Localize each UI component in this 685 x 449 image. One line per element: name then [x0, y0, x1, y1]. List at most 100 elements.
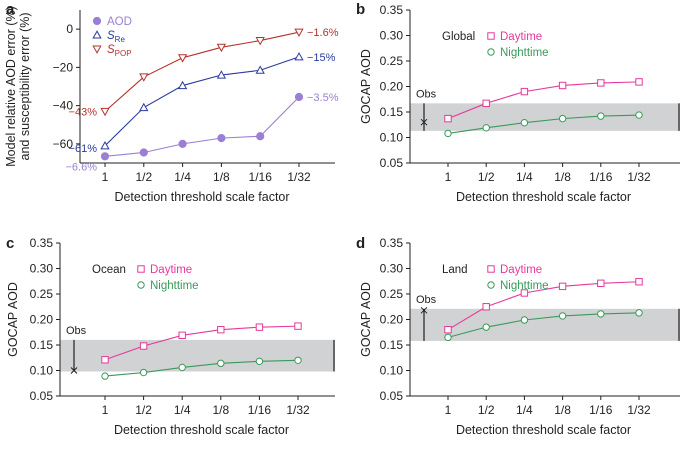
panel-a-series-S_Re-line: [104, 56, 300, 147]
panel-a-legend-AOD-label: AOD: [107, 16, 132, 28]
panel-b-series-Nighttime-line: [447, 114, 640, 134]
panel-a-legend-AOD-marker: [92, 16, 102, 26]
panel-a-annotation-S_Re-left: −61%: [69, 143, 98, 155]
panel-b-ytick-label: 0.25: [380, 54, 404, 68]
panel-b-obs-marker: [420, 118, 428, 126]
panel-c-legend-Daytime-marker: [137, 265, 145, 273]
panel-c-ytick-label: 0.25: [30, 287, 54, 301]
panel-c-series-Daytime-point: [101, 356, 109, 364]
panel-c-ytick-label: 0.30: [30, 262, 54, 276]
panel-b-letter: b: [356, 1, 365, 18]
panel-d-legend-Daytime-marker: [487, 265, 495, 273]
panel-a-ytick-label: 0: [66, 22, 73, 36]
panel-d-obs-marker: [420, 306, 428, 314]
panel-c-obs-band: [60, 339, 335, 372]
panel-c-series-Nighttime-line: [104, 359, 299, 377]
panel-d-series-Daytime-point: [597, 279, 605, 287]
panel-a-xtick-label: 1/4: [174, 170, 191, 184]
panel-d-xtick-label: 1/8: [554, 403, 571, 417]
panel-b-xtick-label: 1/8: [554, 170, 571, 184]
panel-a-legend-S_Re-marker: [92, 30, 102, 39]
panel-b-series-Daytime-point: [558, 81, 567, 90]
panel-b: b Obs 0.05 0.10 0.15 0.20 0.25 0.30 0.35 1 1/2 1/4…: [356, 1, 680, 204]
panel-a-y-axis-label-line2: and susceptibility error (%): [18, 13, 32, 161]
panel-d-xtick-label: 1: [445, 403, 452, 417]
panel-d-ytick-label: 0.25: [380, 287, 404, 301]
panel-a-annotation-S_POP-left: −43%: [69, 106, 98, 118]
panel-c-ytick-label: 0.05: [30, 389, 54, 403]
panel-a-series-S_POP-point: [100, 107, 110, 117]
panel-c-series-Nighttime-point: [255, 357, 264, 366]
panel-a-y-axis-label-line1: Model relative AOD error (%): [4, 6, 18, 166]
panel-a-ytick-label: −60: [53, 137, 74, 151]
panel-c-series-Daytime-point: [178, 331, 186, 340]
panel-c-xtick-label: 1/32: [286, 403, 310, 417]
panel-d-series-Daytime-line: [447, 281, 640, 331]
panel-d-series-Nighttime-point: [558, 312, 567, 320]
panel-a-series-S_Re-point: [294, 52, 304, 61]
panel-b-xtick-label: 1/16: [589, 170, 613, 184]
panel-a-ytick-label: −40: [53, 99, 74, 113]
panel-d-obs-label: Obs: [416, 294, 437, 306]
panel-a-series-S_POP-point: [294, 28, 304, 38]
panel-a-legend-S_Re-label: SRe: [107, 30, 125, 44]
panel-c-ytick-label: 0.15: [30, 338, 54, 352]
panel-a-series-S_POP-point: [177, 54, 188, 63]
panel-b-series-Daytime-point: [520, 87, 529, 96]
panel-b-ytick-label: 0.30: [380, 29, 404, 43]
panel-c-legend-Nighttime-marker: [137, 281, 145, 289]
panel-a-annotation-S_POP-right: −1.6%: [307, 27, 339, 39]
panel-a-series-S_Re-point: [177, 80, 188, 90]
panel-d-region-label: Land: [442, 264, 468, 276]
panel-a-series-S_POP-point: [216, 43, 227, 53]
panel-a-legend-S_POP-marker: [92, 45, 102, 54]
panel-a-annotation-AOD-left: −6.6%: [66, 161, 98, 173]
panel-c-obs-marker: [70, 367, 78, 374]
panel-a-ytick-label: −20: [53, 60, 74, 74]
panel-a-series-S_Re-point: [216, 70, 227, 79]
panel-d-legend-Daytime-label: Daytime: [500, 264, 542, 276]
panel-d-ytick-label: 0.05: [380, 389, 404, 403]
panel-c-obs-label: Obs: [66, 325, 87, 337]
panel-d-xtick-label: 1/2: [478, 403, 495, 417]
panel-c-letter: c: [6, 235, 14, 252]
panel-a-series-AOD-line: [104, 96, 300, 157]
panel-b-series-Daytime-point: [482, 99, 490, 108]
panel-d-xtick-label: 1/16: [589, 403, 613, 417]
panel-d-ytick-label: 0.30: [380, 262, 404, 276]
panel-d-series-Nighttime-point: [597, 310, 605, 318]
panel-a-legend-S_POP-label: SPOP: [107, 44, 132, 58]
panel-b-obs-band: [410, 103, 680, 131]
panel-d-xtick-label: 1/32: [627, 403, 651, 417]
panel-d-letter: d: [356, 235, 365, 252]
panel-c-y-axis-label: GOCAP AOD: [6, 282, 20, 357]
panel-a-xtick-label: 1/2: [135, 170, 152, 184]
panel-a-xtick-label: 1/8: [213, 170, 230, 184]
panel-c-x-axis-label: Detection threshold scale factor: [114, 423, 289, 437]
panel-d-series-Nighttime-point: [482, 323, 490, 331]
panel-a-series-AOD-point: [294, 92, 304, 102]
panel-c-series-Nighttime-point: [294, 356, 302, 364]
panel-c-series-Nighttime-point: [178, 363, 186, 372]
panel-d: d Obs 0.05 0.10 0.15 0.20 0.25 0.30 0.35 1 1/2 1/4…: [356, 235, 680, 437]
panel-b-ytick-label: 0.05: [380, 156, 404, 170]
panel-b-obs-label: Obs: [416, 88, 437, 100]
panel-a-series-S_Re-point: [255, 65, 265, 74]
panel-b-region-label: Global: [442, 31, 475, 43]
panel-b-series-Daytime-line: [447, 81, 640, 120]
panel-a-series-S_POP-point: [139, 73, 149, 82]
panel-c-series-Nighttime-point: [101, 372, 109, 380]
panel-b-series-Nighttime-point: [444, 129, 452, 138]
panel-d-x-axis-label: Detection threshold scale factor: [456, 423, 631, 437]
panel-d-series-Nighttime-point: [444, 333, 452, 342]
panel-d-series-Daytime-point: [520, 289, 529, 297]
panel-c-region-label: Ocean: [92, 264, 126, 276]
panel-d-series-Nighttime-point: [520, 316, 529, 324]
panel-b-ytick-label: 0.10: [380, 131, 404, 145]
panel-d-ytick-label: 0.35: [380, 236, 404, 250]
panel-a-xtick-label: 1/32: [287, 170, 311, 184]
panel-b-series-Daytime-point: [635, 78, 643, 86]
panel-c-ytick-label: 0.10: [30, 364, 54, 378]
panel-c-legend-Daytime-label: Daytime: [150, 264, 192, 276]
